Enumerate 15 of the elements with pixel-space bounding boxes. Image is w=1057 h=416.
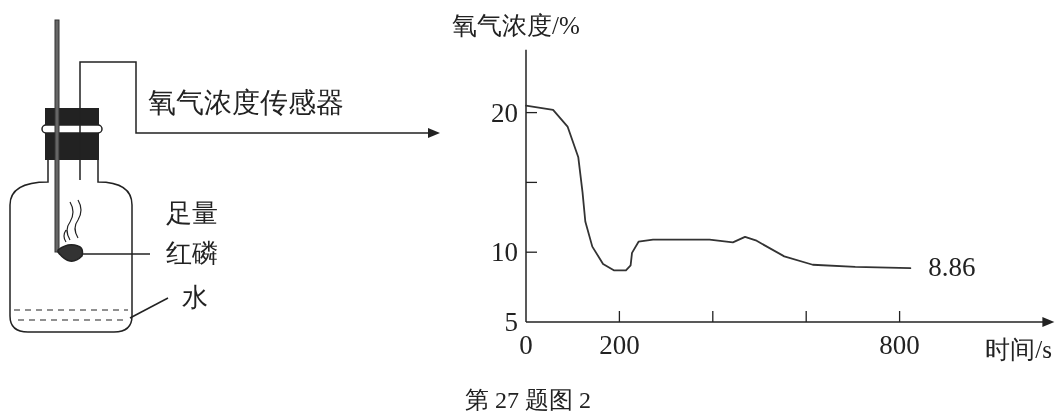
y-axis-title: 氧气浓度/%	[452, 12, 580, 39]
text: 足量	[166, 199, 218, 228]
text: 氧气浓度传感器	[148, 87, 344, 118]
line-series	[525, 104, 912, 272]
text: 水	[182, 283, 208, 312]
y-tick-label: 10	[491, 237, 518, 268]
x-tick-label: 800	[879, 330, 920, 360]
text: 第 27 题图 2	[465, 387, 591, 413]
x-tick-label: 0	[519, 330, 533, 360]
text: 红磷	[166, 239, 218, 268]
y-tick-label: 5	[504, 307, 518, 337]
y-tick-label: 20	[491, 97, 518, 128]
x-tick-label: 200	[599, 330, 640, 360]
x-axis-title: 时间/s	[985, 336, 1052, 363]
annotation: 8.86	[928, 252, 976, 283]
